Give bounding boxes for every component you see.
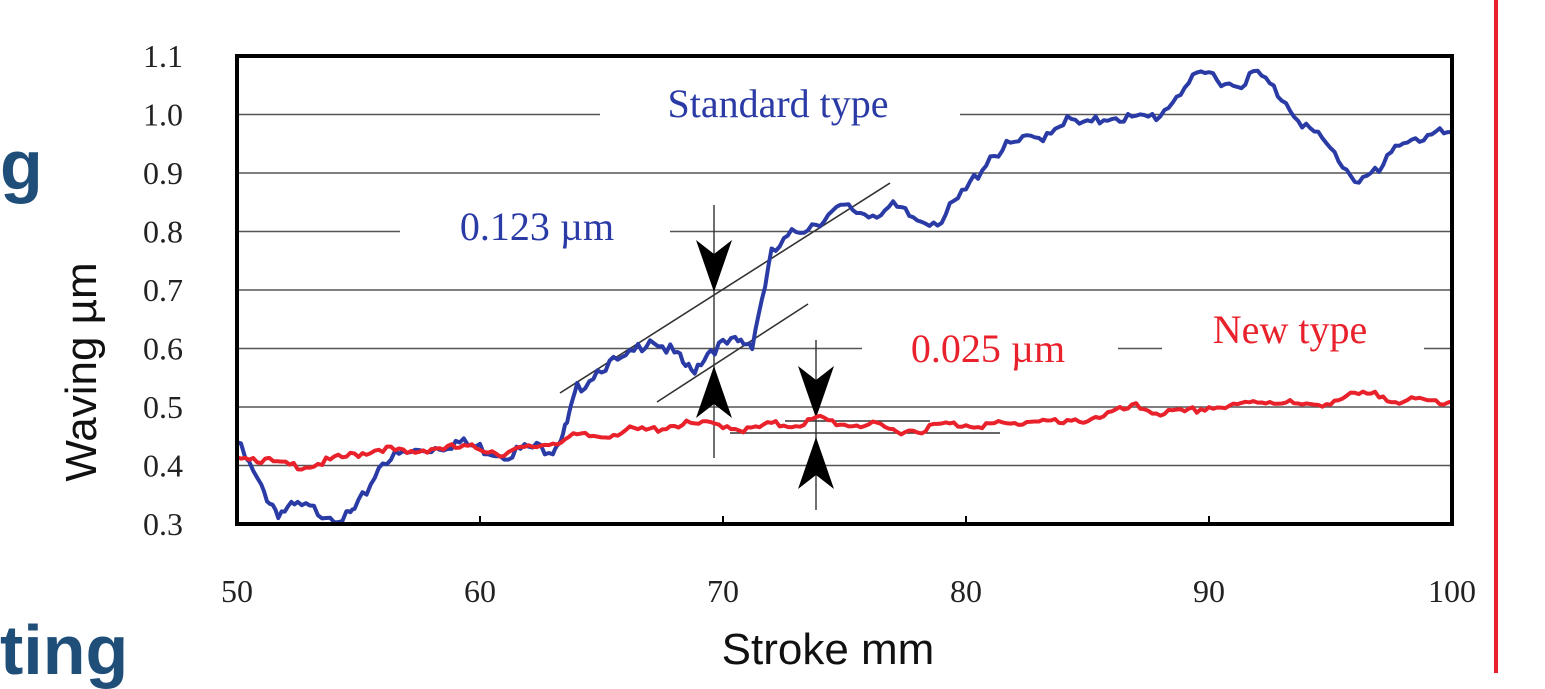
new-up-arrow-icon <box>798 437 834 489</box>
x-tick-label: 50 <box>221 573 253 609</box>
series-layer <box>236 68 1453 525</box>
series-line-new-type <box>236 389 1453 472</box>
y-axis-title: Waving µm <box>57 262 106 481</box>
y-tick-label: 1.1 <box>143 38 183 74</box>
standard-up-arrow-icon <box>696 366 732 418</box>
x-tick-labels: 50 60 70 80 90 100 <box>221 516 1476 609</box>
standard-lower-guide-line <box>656 303 809 403</box>
y-tick-label: 0.4 <box>143 448 183 484</box>
new-type-label: New type <box>1213 307 1367 352</box>
standard-type-label: Standard type <box>667 81 888 126</box>
new-range-label: 0.025 µm <box>911 326 1065 371</box>
y-tick-label: 0.6 <box>143 331 183 367</box>
annotation-layer <box>400 83 1424 510</box>
new-range-knockout <box>862 322 1118 374</box>
x-tick-label: 80 <box>950 573 982 609</box>
y-tick-label: 0.8 <box>143 214 183 250</box>
x-tick-label: 60 <box>464 573 496 609</box>
y-tick-label: 0.5 <box>143 389 183 425</box>
x-tick-label: 70 <box>707 573 739 609</box>
new-down-arrow-icon <box>798 366 834 418</box>
y-tick-label: 1.0 <box>143 97 183 133</box>
standard-down-arrow-icon <box>696 240 732 292</box>
red-vertical-rule <box>1494 0 1498 673</box>
side-text-fragment-g: g <box>0 126 43 204</box>
new-label-knockout <box>1162 308 1424 360</box>
y-tick-labels: 1.1 1.0 0.9 0.8 0.7 0.6 0.5 0.4 0.3 <box>143 38 183 542</box>
waving-line-chart: 50 60 70 80 90 100 1.1 1.0 0.9 0.8 0.7 0.6 0.5 0.4 0.… <box>57 38 1476 673</box>
plot-frame <box>235 54 1454 526</box>
y-tick-label: 0.9 <box>143 155 183 191</box>
standard-label-knockout <box>600 83 960 129</box>
x-tick-label: 90 <box>1193 573 1225 609</box>
standard-range-label: 0.123 µm <box>460 204 614 249</box>
x-axis-title: Stroke mm <box>722 625 935 673</box>
series-line-standard-type <box>236 68 1452 525</box>
y-tick-label: 0.7 <box>143 272 183 308</box>
grid-lines <box>237 113 1452 467</box>
y-tick-label: 0.3 <box>143 506 183 542</box>
standard-range-knockout <box>400 202 670 252</box>
x-tick-label: 100 <box>1428 573 1476 609</box>
